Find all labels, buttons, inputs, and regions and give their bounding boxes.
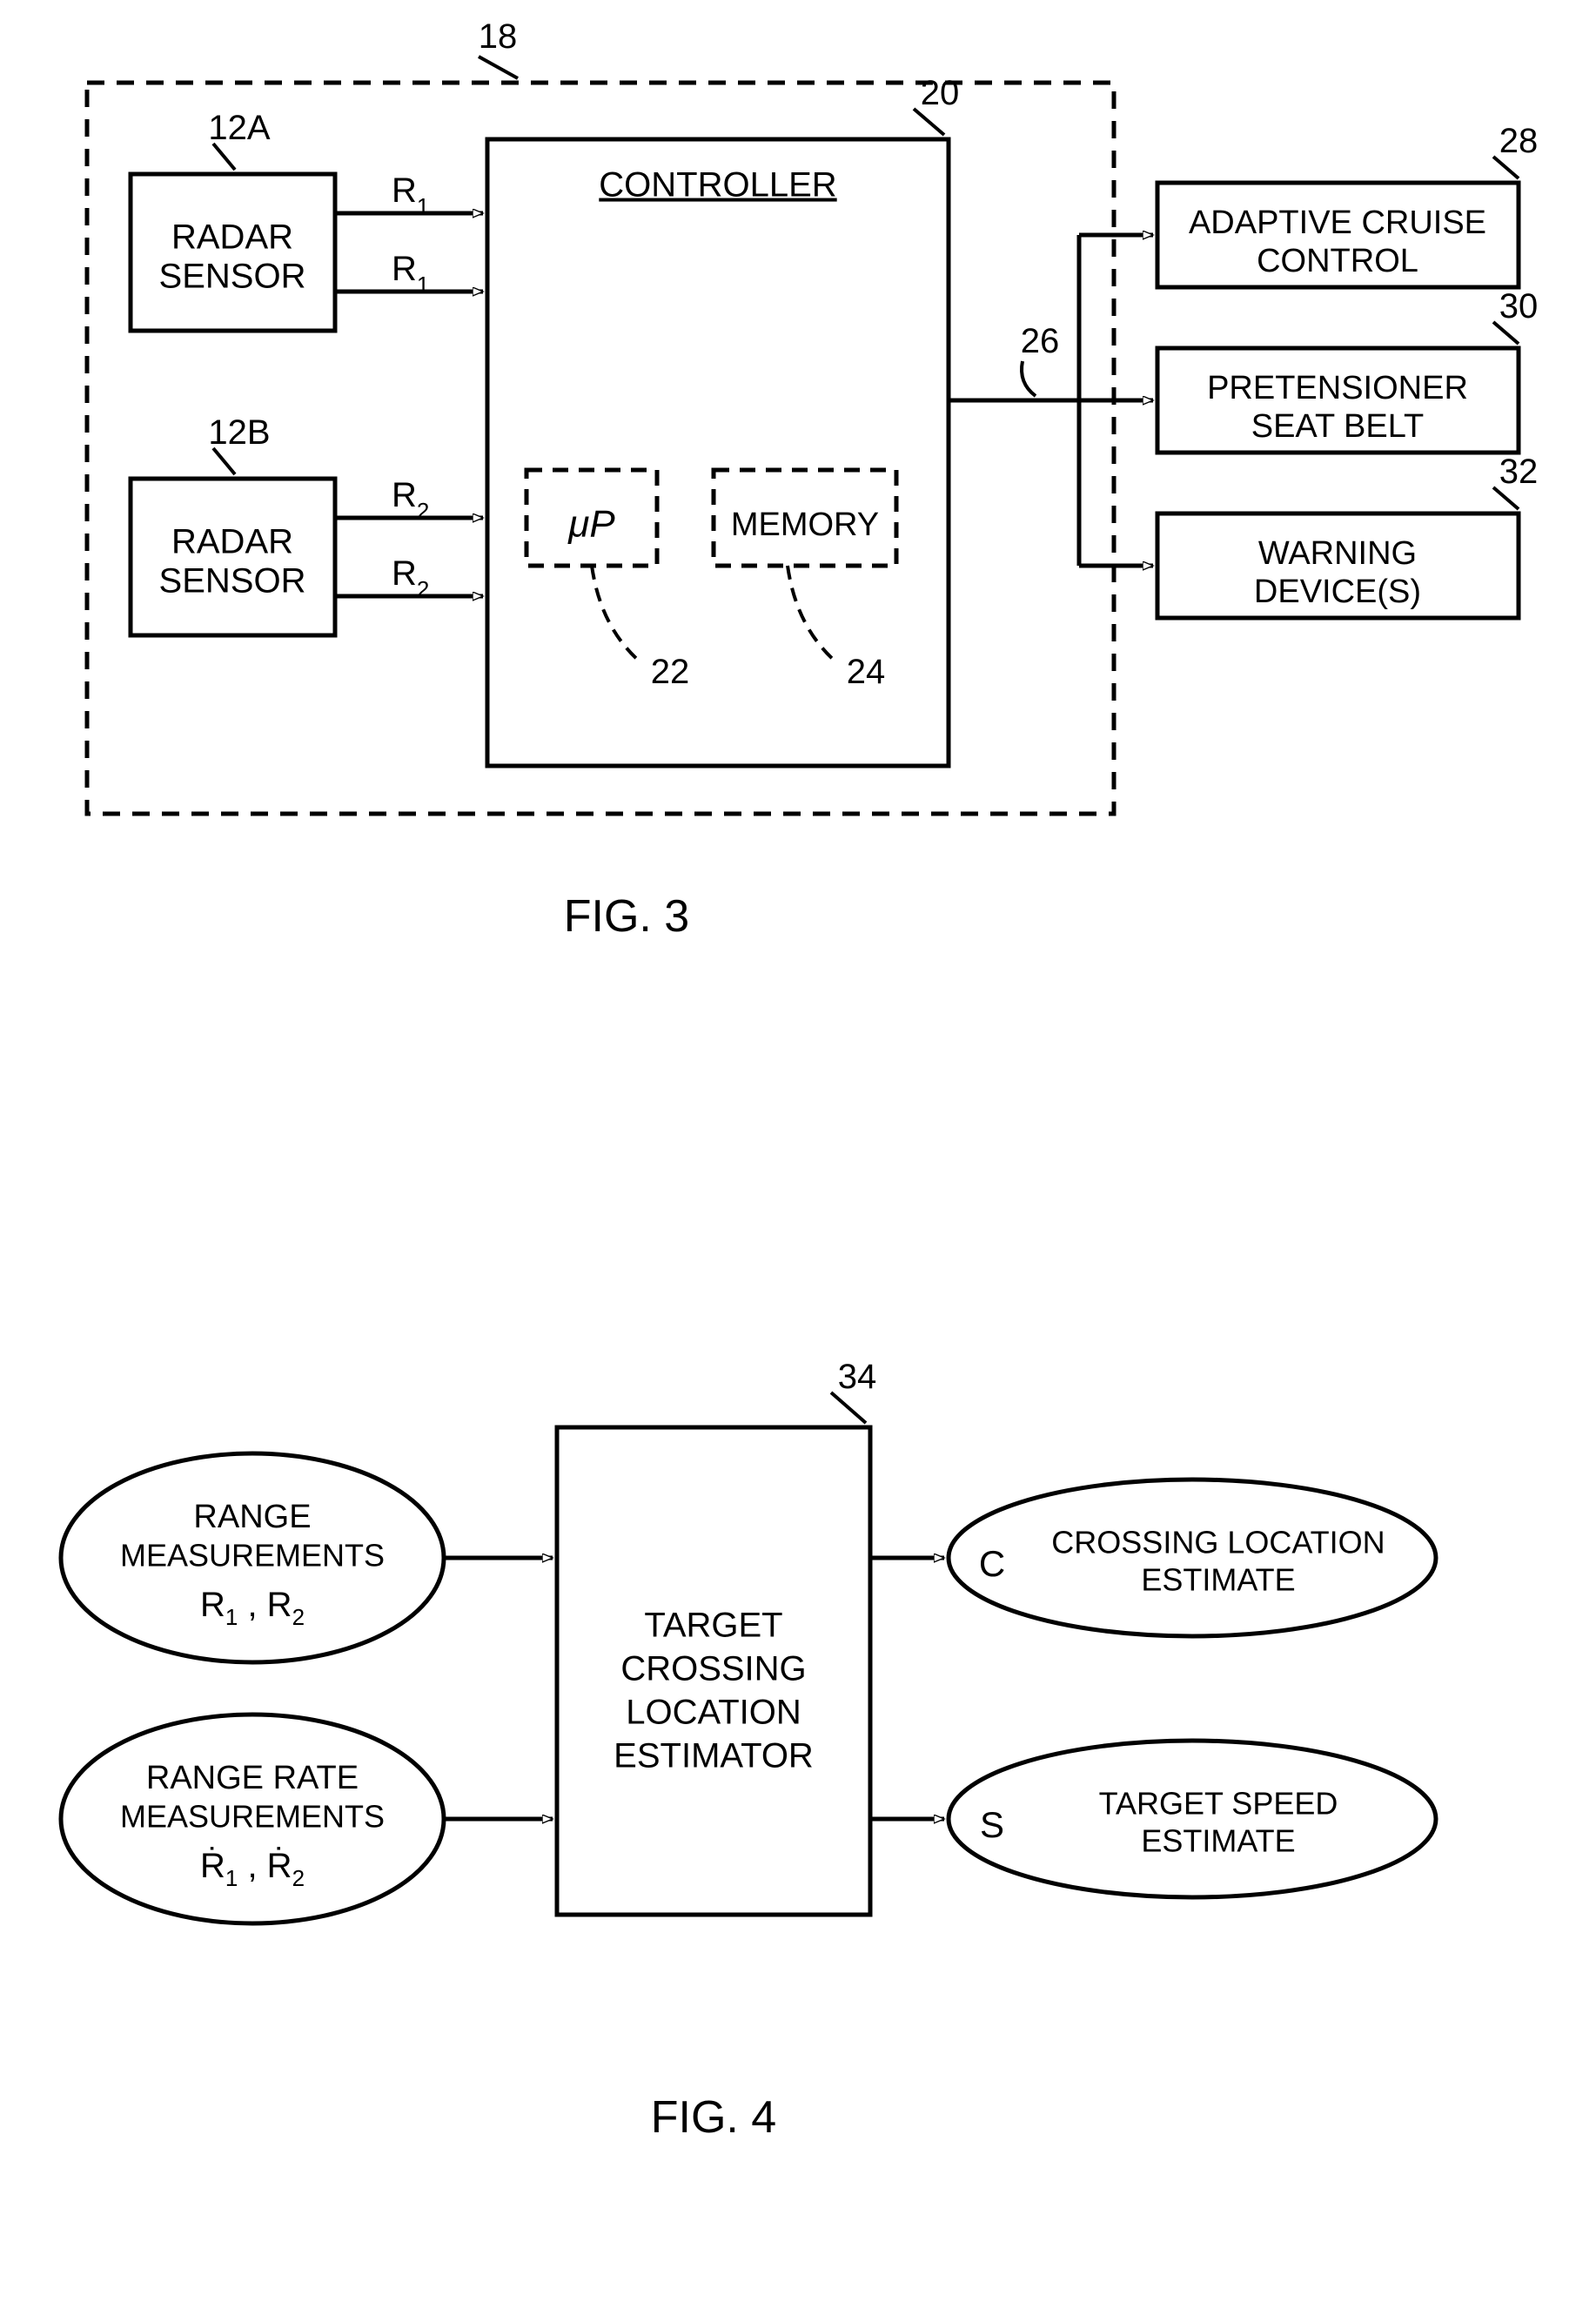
fig3-group: 18 RADAR SENSOR 12A RADAR SENSOR 12B CON… bbox=[87, 17, 1538, 942]
tcl-l2: CROSSING bbox=[620, 1650, 806, 1688]
sensorA-line1: RADAR bbox=[171, 218, 293, 257]
page-container: 18 RADAR SENSOR 12A RADAR SENSOR 12B CON… bbox=[0, 0, 1596, 2322]
rr-l1: RANGE RATE bbox=[146, 1760, 359, 1796]
mup-ref-dash bbox=[592, 566, 640, 661]
speed-s: S bbox=[980, 1804, 1004, 1845]
fig3-caption: FIG. 3 bbox=[564, 891, 689, 942]
mup-ref: 22 bbox=[651, 653, 690, 691]
fig3-ref18-leader bbox=[479, 57, 518, 78]
memory-label: MEMORY bbox=[731, 507, 879, 543]
range-l2: MEASUREMENTS bbox=[120, 1538, 385, 1574]
speed-l1: TARGET SPEED bbox=[1099, 1786, 1338, 1822]
diagram-svg: 18 RADAR SENSOR 12A RADAR SENSOR 12B CON… bbox=[0, 0, 1596, 2322]
tcl-l3: LOCATION bbox=[626, 1694, 801, 1732]
sensorA-ref-leader bbox=[213, 144, 235, 170]
range-l1: RANGE bbox=[193, 1499, 311, 1535]
cross-c: C bbox=[979, 1543, 1005, 1584]
tcl-ref-leader bbox=[831, 1393, 866, 1423]
acc-l2: CONTROL bbox=[1257, 243, 1418, 279]
warn-l1: WARNING bbox=[1258, 535, 1417, 572]
fig4-group: TARGET CROSSING LOCATION ESTIMATOR 34 RA… bbox=[61, 1358, 1436, 2143]
fig3-ref18: 18 bbox=[479, 17, 518, 56]
tcl-l1: TARGET bbox=[644, 1607, 782, 1645]
mem-ref-dash bbox=[788, 566, 835, 661]
cross-l1: CROSSING LOCATION bbox=[1051, 1525, 1385, 1560]
tcl-ref: 34 bbox=[838, 1358, 877, 1396]
acc-ref: 28 bbox=[1499, 122, 1539, 160]
sensorB-ref-leader bbox=[213, 448, 235, 474]
rr-l2: MEASUREMENTS bbox=[120, 1799, 385, 1835]
sensorA-line2: SENSOR bbox=[159, 258, 306, 296]
fig4-caption: FIG. 4 bbox=[651, 2092, 776, 2143]
belt-l1: PRETENSIONER bbox=[1207, 370, 1468, 406]
belt-l2: SEAT BELT bbox=[1251, 408, 1425, 445]
sensorB-line2: SENSOR bbox=[159, 562, 306, 601]
bus-ref: 26 bbox=[1021, 322, 1060, 360]
bus-ref-leader bbox=[1022, 361, 1036, 396]
sensorA-ref: 12A bbox=[208, 109, 270, 147]
tcl-l4: ESTIMATOR bbox=[614, 1737, 814, 1775]
rr-subs: Ṙ1 , Ṙ2 bbox=[200, 1846, 305, 1891]
belt-ref: 30 bbox=[1499, 287, 1539, 325]
memory-ref: 24 bbox=[847, 653, 886, 691]
r2a-dot: . bbox=[392, 457, 401, 495]
controller-ref: 20 bbox=[921, 74, 960, 112]
sensorB-line1: RADAR bbox=[171, 523, 293, 561]
range-subs: R1 , R2 bbox=[200, 1586, 305, 1630]
controller-title: CONTROLLER bbox=[599, 166, 836, 205]
controller-ref-leader bbox=[914, 109, 944, 135]
cross-l2: ESTIMATE bbox=[1141, 1562, 1295, 1598]
speed-l2: ESTIMATE bbox=[1141, 1823, 1295, 1859]
warn-l2: DEVICE(S) bbox=[1254, 574, 1421, 610]
acc-l1: ADAPTIVE CRUISE bbox=[1189, 205, 1486, 241]
sensorB-ref: 12B bbox=[208, 413, 270, 452]
warn-ref: 32 bbox=[1499, 453, 1539, 491]
mup-label: μP bbox=[567, 503, 615, 546]
